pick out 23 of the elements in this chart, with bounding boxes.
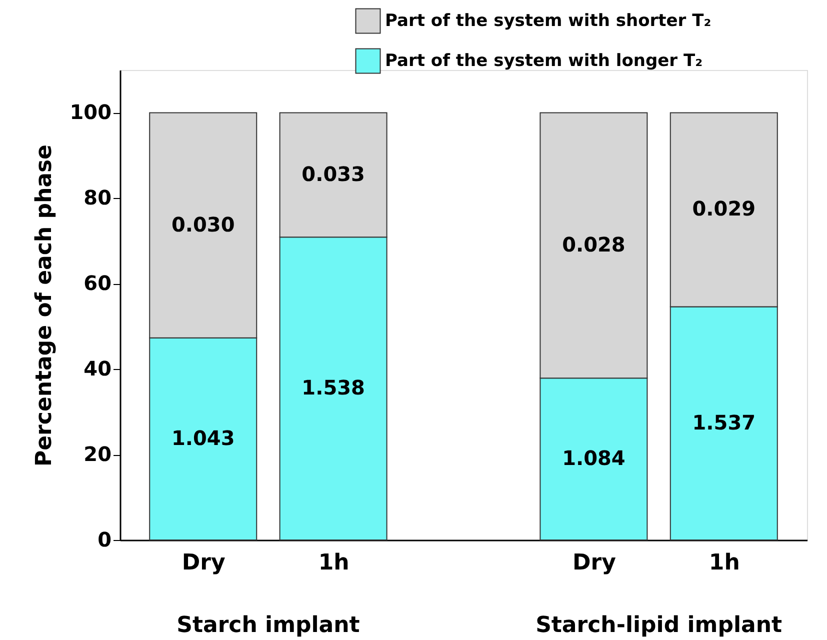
y-tick-label: 60 xyxy=(84,271,112,296)
legend-label: Part of the system with longer T₂ xyxy=(385,51,703,71)
y-tick-label: 20 xyxy=(84,442,112,466)
annotation: 0.029 xyxy=(692,196,756,221)
x-tick-label: 1h xyxy=(708,550,740,576)
text: Starch-lipid implant xyxy=(536,613,782,638)
annotation: 1.043 xyxy=(171,426,235,450)
annotation: 0.030 xyxy=(171,212,235,236)
x-tick-label: Dry xyxy=(182,550,226,576)
y-tick-label: 80 xyxy=(84,186,112,210)
annotation: 1.538 xyxy=(302,376,365,400)
annotation: 0.033 xyxy=(302,162,365,186)
text: Starch implant xyxy=(176,613,360,638)
y-axis-title: Percentage of each phase xyxy=(32,144,57,466)
annotation: 1.537 xyxy=(692,410,756,434)
annotation: 1.084 xyxy=(562,446,626,470)
legend-label: Part of the system with shorter T₂ xyxy=(385,11,712,31)
annotation: 0.028 xyxy=(562,232,626,256)
y-tick-label: 0 xyxy=(98,528,112,552)
x-tick-label: Dry xyxy=(572,550,616,576)
y-tick-label: 40 xyxy=(84,356,112,381)
y-tick-label: 100 xyxy=(70,100,112,124)
x-tick-label: 1h xyxy=(318,550,350,576)
